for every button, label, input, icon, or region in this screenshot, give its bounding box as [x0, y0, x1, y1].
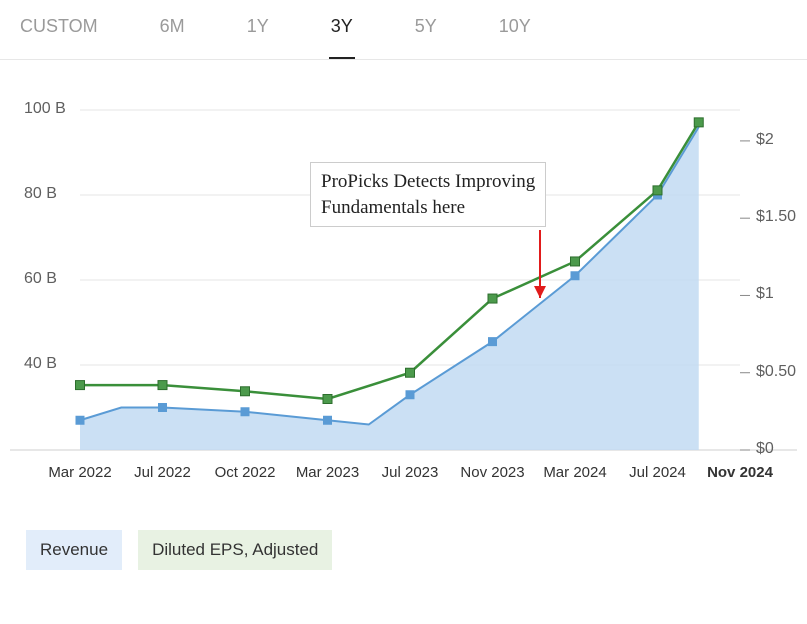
- tab-3y[interactable]: 3Y: [329, 12, 355, 59]
- x-tick-label: Nov 2023: [460, 464, 524, 481]
- chart-svg: [10, 90, 797, 510]
- x-tick-label: Nov 2024: [707, 464, 773, 481]
- tab-6m[interactable]: 6M: [158, 12, 187, 59]
- y-right-tick-label: $1.50: [756, 208, 796, 226]
- legend-revenue-label: Revenue: [40, 540, 108, 560]
- y-right-tick-label: $1: [756, 285, 774, 303]
- annotation-line1: ProPicks Detects Improving: [321, 171, 535, 192]
- x-tick-label: Oct 2022: [215, 464, 276, 481]
- y-left-tick-label: 60 B: [24, 270, 57, 288]
- y-left-tick-label: 80 B: [24, 185, 57, 203]
- x-tick-label: Jul 2022: [134, 464, 191, 481]
- y-left-tick-label: 40 B: [24, 355, 57, 373]
- tab-custom[interactable]: CUSTOM: [18, 12, 100, 59]
- x-tick-label: Mar 2024: [543, 464, 606, 481]
- x-tick-label: Mar 2022: [48, 464, 111, 481]
- x-tick-label: Mar 2023: [296, 464, 359, 481]
- x-tick-label: Jul 2023: [382, 464, 439, 481]
- tab-10y[interactable]: 10Y: [497, 12, 533, 59]
- y-right-tick-label: $2: [756, 131, 774, 149]
- x-tick-label: Jul 2024: [629, 464, 686, 481]
- range-tabs: CUSTOM 6M 1Y 3Y 5Y 10Y: [0, 0, 807, 60]
- legend-revenue[interactable]: Revenue: [26, 530, 122, 570]
- annotation-box: ProPicks Detects Improving Fundamentals …: [310, 162, 546, 227]
- y-left-tick-label: 100 B: [24, 100, 66, 118]
- tab-1y[interactable]: 1Y: [245, 12, 271, 59]
- y-right-tick-label: $0.50: [756, 363, 796, 381]
- annotation-line2: Fundamentals here: [321, 197, 465, 218]
- legend-eps[interactable]: Diluted EPS, Adjusted: [138, 530, 332, 570]
- y-right-tick-label: $0: [756, 440, 774, 458]
- chart-legend: Revenue Diluted EPS, Adjusted: [26, 530, 807, 570]
- chart-area: ProPicks Detects Improving Fundamentals …: [10, 90, 797, 510]
- legend-eps-label: Diluted EPS, Adjusted: [152, 540, 318, 560]
- tab-5y[interactable]: 5Y: [413, 12, 439, 59]
